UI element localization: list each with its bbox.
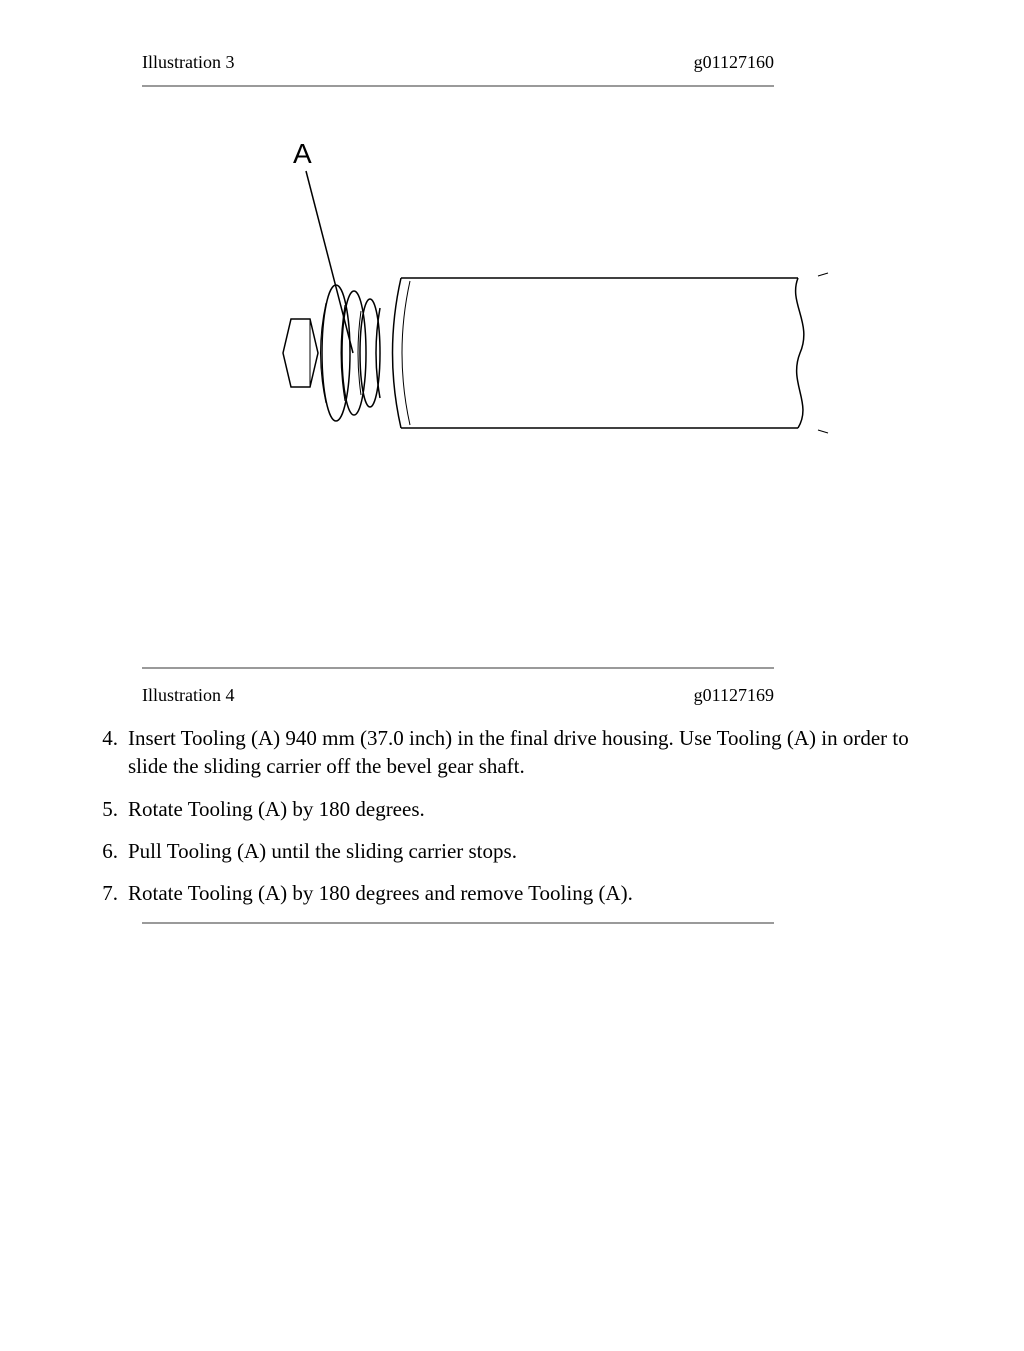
callout-leader-line — [306, 171, 353, 353]
cylinder-break-line — [796, 278, 804, 428]
step-text: Insert Tooling (A) 940 mm (37.0 inch) in… — [128, 724, 934, 781]
step-number: 4. — [90, 724, 128, 781]
step-text: Pull Tooling (A) until the sliding carri… — [128, 837, 934, 865]
step-item: 4. Insert Tooling (A) 940 mm (37.0 inch)… — [90, 724, 934, 781]
illustration-label-bottom: Illustration 4 — [142, 685, 235, 706]
step-number: 7. — [90, 879, 128, 907]
tooling-body — [283, 273, 828, 433]
callout-letter: A — [293, 138, 312, 169]
code-bottom: g01127169 — [694, 685, 774, 706]
washer-mid — [342, 291, 366, 415]
tooling-diagram-svg: A — [142, 123, 934, 583]
washer-small — [360, 299, 380, 407]
code-top: g01127160 — [694, 52, 774, 73]
top-header-row: Illustration 3 g01127160 — [142, 52, 934, 73]
instruction-steps-list: 4. Insert Tooling (A) 940 mm (37.0 inch)… — [90, 724, 934, 908]
step-text: Rotate Tooling (A) by 180 degrees. — [128, 795, 934, 823]
step-item: 7. Rotate Tooling (A) by 180 degrees and… — [90, 879, 934, 907]
technical-illustration: A — [142, 123, 934, 583]
hex-nut-outline — [283, 319, 318, 387]
bottom-header-row: Illustration 4 g01127169 — [142, 667, 774, 706]
bottom-divider — [142, 922, 774, 924]
step-item: 6. Pull Tooling (A) until the sliding ca… — [90, 837, 934, 865]
cylinder-left-edge — [393, 278, 402, 428]
top-divider — [142, 85, 774, 87]
illustration-label-top: Illustration 3 — [142, 52, 235, 73]
step-item: 5. Rotate Tooling (A) by 180 degrees. — [90, 795, 934, 823]
step-text: Rotate Tooling (A) by 180 degrees and re… — [128, 879, 934, 907]
step-number: 6. — [90, 837, 128, 865]
step-number: 5. — [90, 795, 128, 823]
